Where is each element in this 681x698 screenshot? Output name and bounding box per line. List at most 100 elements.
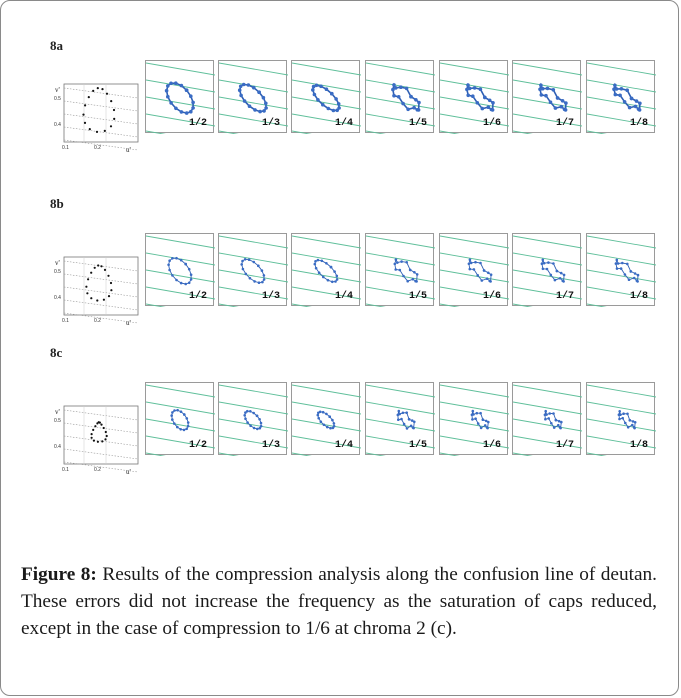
response-point — [476, 274, 479, 277]
confusion-line — [587, 384, 656, 398]
reference-point — [107, 295, 111, 298]
response-point — [553, 278, 557, 282]
ref-ytick: 0.4 — [54, 295, 61, 301]
compression-ratio-label: 1/7 — [555, 440, 574, 451]
reference-point — [95, 130, 99, 133]
panel-svg — [587, 384, 656, 456]
ref-ylabel: v' — [55, 86, 60, 94]
response-point — [262, 109, 266, 113]
response-point — [331, 418, 334, 422]
response-point — [191, 100, 195, 105]
response-point — [312, 92, 317, 97]
response-point — [335, 274, 339, 278]
confusion-line — [587, 235, 656, 249]
confusion-line — [587, 269, 656, 283]
response-point — [394, 268, 397, 271]
confusion-line — [219, 286, 288, 300]
response-point — [631, 423, 634, 427]
response-point — [636, 107, 641, 111]
confusion-line — [219, 269, 288, 283]
response-point — [329, 426, 332, 430]
confusion-line — [440, 452, 460, 456]
confusion-line — [440, 303, 460, 307]
response-point — [321, 102, 325, 107]
response-point — [552, 412, 555, 415]
response-point — [264, 101, 268, 106]
confusion-line — [292, 286, 361, 300]
response-point — [262, 274, 266, 277]
panel-8c-6: 1/6 — [439, 382, 509, 456]
confusion-line — [366, 401, 435, 415]
response-point — [547, 261, 550, 264]
response-point — [406, 107, 410, 112]
response-path — [241, 258, 265, 284]
reference-point — [92, 439, 95, 442]
ref-xlabel: u' — [126, 146, 131, 154]
response-point — [552, 426, 556, 429]
reference-point — [103, 129, 106, 132]
response-point — [313, 262, 317, 266]
panel-svg — [219, 384, 288, 456]
response-point — [541, 267, 545, 271]
response-point — [169, 101, 173, 105]
confusion-line — [366, 384, 435, 398]
response-point — [179, 110, 184, 114]
reference-point — [104, 438, 107, 441]
compression-ratio-label: 1/3 — [261, 291, 280, 302]
panel-8b-3: 1/3 — [218, 233, 288, 307]
confusion-line — [292, 418, 361, 432]
response-point — [548, 100, 553, 104]
confusion-line — [366, 286, 435, 300]
caption-label: Figure 8: — [21, 564, 97, 585]
reference-plot-8b: v' 0.5 0.4 0.1 0.2 u' — [54, 255, 144, 335]
response-point — [332, 422, 336, 425]
response-point — [410, 419, 414, 422]
reference-point — [90, 433, 93, 436]
row-label-8c: 8c — [50, 345, 63, 360]
confusion-line — [292, 113, 361, 127]
confusion-line — [513, 286, 582, 300]
response-point — [479, 411, 482, 415]
confusion-line — [146, 113, 215, 127]
response-point — [627, 105, 632, 110]
response-point — [545, 86, 550, 91]
response-point — [615, 258, 619, 262]
response-path — [165, 82, 194, 114]
response-point — [486, 105, 491, 109]
response-point — [330, 91, 334, 96]
response-path — [171, 409, 189, 431]
confusion-line — [366, 452, 386, 456]
response-point — [614, 262, 618, 265]
response-point — [547, 417, 550, 420]
response-path — [541, 258, 565, 283]
panel-svg — [587, 62, 656, 134]
response-point — [184, 262, 187, 266]
response-point — [400, 260, 403, 263]
response-point — [481, 418, 485, 421]
response-point — [191, 106, 195, 110]
response-point — [260, 269, 264, 272]
reference-point — [107, 274, 110, 277]
panel-svg — [219, 235, 288, 307]
response-point — [472, 413, 475, 416]
response-point — [618, 410, 621, 413]
ref-xtick: 0.1 — [62, 318, 69, 324]
response-point — [184, 111, 189, 115]
response-point — [613, 83, 617, 88]
response-point — [394, 258, 398, 261]
response-point — [397, 409, 401, 413]
response-point — [331, 108, 336, 113]
reference-point — [88, 128, 91, 131]
response-point — [472, 268, 476, 271]
response-point — [478, 87, 483, 91]
reference-plot-svg: v' 0.5 0.4 0.1 0.2 u' — [54, 256, 139, 327]
confusion-line — [219, 235, 288, 249]
confusion-line — [292, 62, 361, 76]
response-point — [169, 81, 173, 86]
panel-8a-7: 1/7 — [512, 60, 582, 134]
ref-ytick: 0.5 — [54, 418, 61, 424]
confusion-line — [587, 62, 656, 76]
response-point — [175, 256, 178, 260]
response-point — [314, 260, 317, 263]
response-point — [480, 106, 485, 111]
